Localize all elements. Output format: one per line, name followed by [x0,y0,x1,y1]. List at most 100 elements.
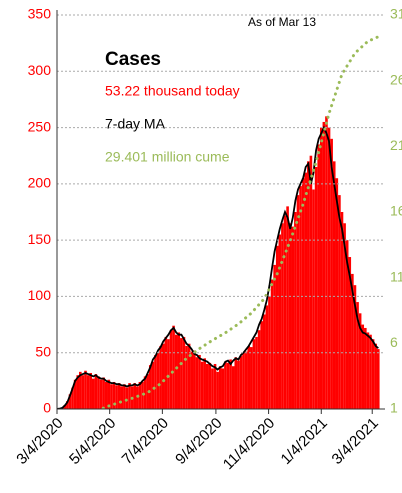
bar [138,381,142,409]
bar [128,383,131,409]
bar [250,347,253,409]
legend-label: 7-day MA [105,116,166,132]
bar [174,334,178,409]
bar [221,368,225,409]
bar [369,334,372,409]
bar [376,349,380,409]
bar [203,358,206,409]
bar [102,377,105,409]
bar [314,166,318,409]
x-tick-label: 5/4/2020 [66,415,119,468]
bar [345,240,349,409]
y-tick-label: 350 [28,6,52,22]
bar [117,383,121,409]
bar [270,279,274,409]
bar [242,352,245,409]
annotation: As of Mar 13 [248,15,316,29]
legend-label: 29.401 million cume [105,149,230,165]
y2-tick-label: 31 [390,6,402,22]
bar [68,394,72,409]
bar [275,245,279,409]
bar [63,405,67,409]
bar [66,401,69,409]
bar [288,223,292,409]
bar [115,385,118,409]
y-tick-label: 300 [28,62,52,78]
bar [325,116,328,409]
bar [81,375,85,409]
bar [312,189,315,409]
bar [265,305,269,409]
bar [351,273,354,409]
bar [301,178,305,409]
bar [185,345,188,409]
bar [257,330,261,409]
bar [317,144,320,409]
bar [148,365,152,409]
chart-title: Cases [105,49,161,70]
y-tick-label: 150 [28,231,52,247]
y-tick-label: 0 [43,400,51,416]
bar [239,356,243,409]
y2-tick-label: 16 [390,203,402,219]
bar [177,332,181,409]
bar [343,223,346,409]
y2-tick-label: 6 [390,334,398,350]
bar [156,352,160,409]
bar [141,381,144,409]
y-tick-label: 250 [28,118,52,134]
bar [358,313,362,409]
bar [224,361,227,409]
bar [169,330,173,409]
bar [262,314,266,409]
bar [322,121,326,409]
bar [374,343,377,409]
bar [273,264,276,409]
bar [200,361,204,409]
bar [216,371,219,409]
bar [330,138,333,409]
x-tick-label: 3/4/2020 [13,415,66,468]
bar [159,345,162,409]
bar [229,359,232,409]
x-tick-label: 3/4/2021 [329,415,382,468]
bar [73,379,77,409]
x-tick-label: 1/4/2021 [278,415,331,468]
bar [190,351,194,409]
bar [112,381,116,409]
bar [291,226,295,409]
y2-tick-label: 11 [390,268,402,284]
x-tick-label: 7/4/2020 [119,415,172,468]
bar [79,371,82,409]
bar [278,234,282,409]
bar [281,223,284,409]
bar [286,206,289,409]
bar [71,387,74,409]
bar [123,384,126,409]
bar [133,383,137,409]
bar [104,381,108,409]
x-tick-label: 11/4/2020 [220,415,278,473]
bar [198,354,201,409]
y-tick-label: 100 [28,287,52,303]
bar [299,186,302,409]
bar [309,155,313,409]
bar [294,212,297,409]
bar [180,338,183,409]
bar [260,321,263,409]
y2-tick-label: 21 [390,137,402,153]
bar [371,339,375,409]
y2-tick-label: 1 [390,400,398,416]
bar [86,375,90,409]
bar [361,324,365,409]
bar [213,363,217,409]
bar [252,339,256,409]
y2-tick-label: 26 [390,71,402,87]
bar [187,343,191,409]
bar [120,386,124,409]
bar [89,372,92,409]
bar [244,351,248,409]
bar [226,362,230,409]
bar [234,357,238,409]
